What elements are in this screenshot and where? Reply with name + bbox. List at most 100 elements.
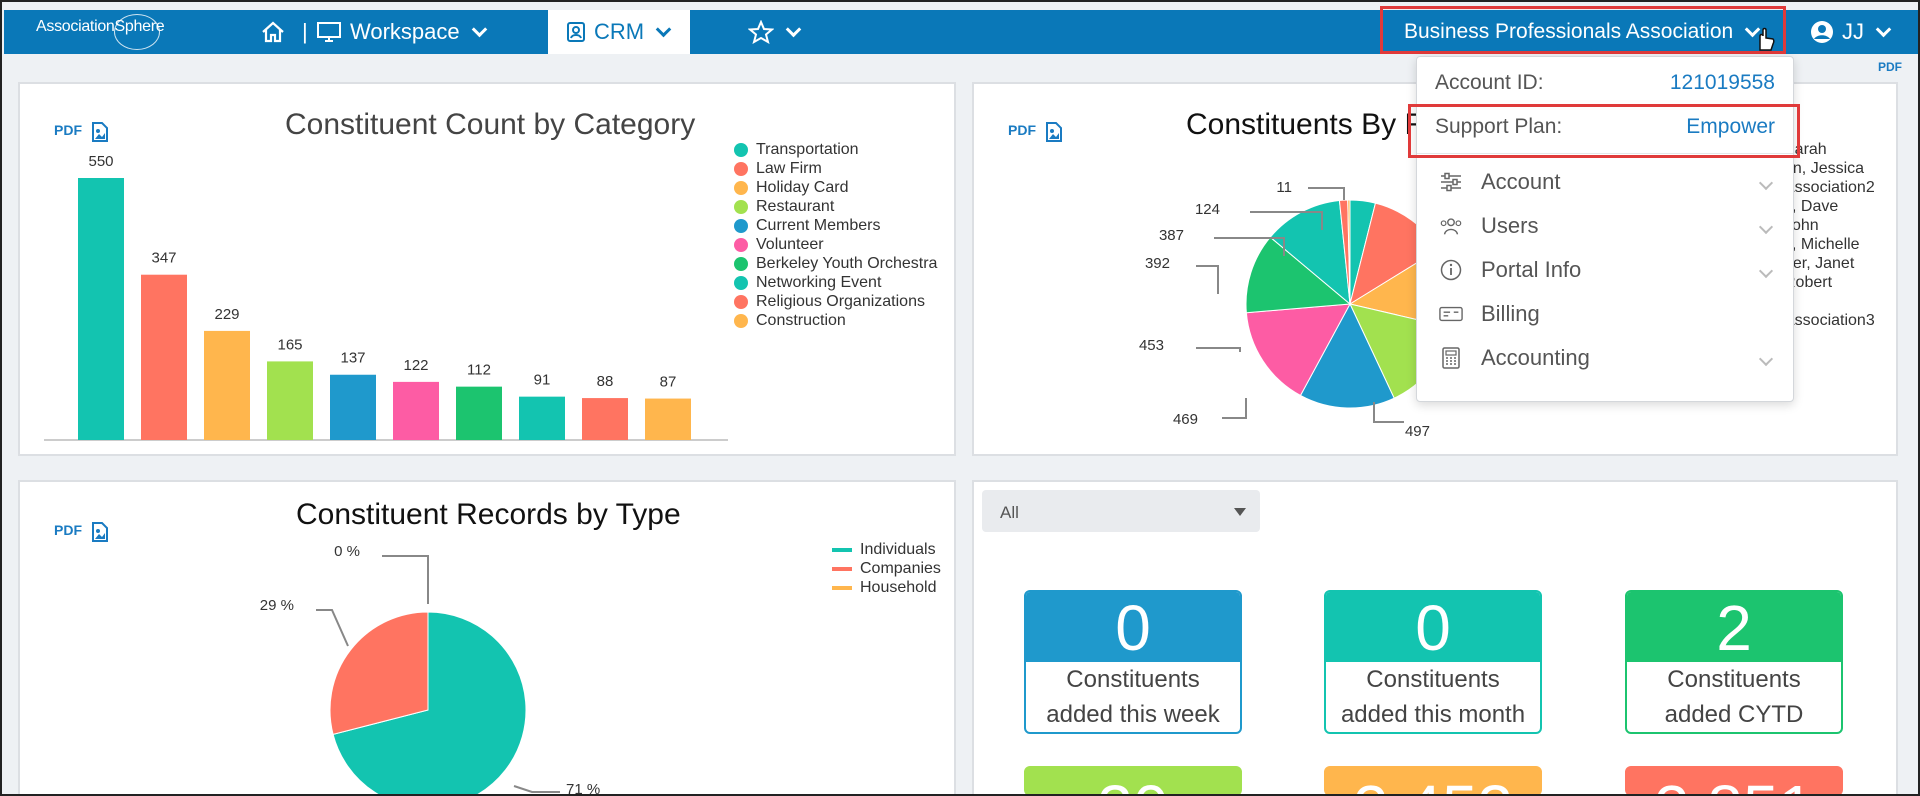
slice-value-label: 392 [1145,255,1170,272]
period-select[interactable]: All [982,490,1260,532]
legend-swatch [832,547,852,552]
legend-item[interactable]: Household [832,578,941,597]
legend-item[interactable]: Networking Event [734,273,937,292]
nav-separator: | [302,19,308,44]
stat-card[interactable]: 2,453 [1324,766,1542,794]
favorites-menu[interactable] [748,10,802,54]
chart-title: Constituent Count by Category [285,108,696,141]
legend-item[interactable]: Companies [832,559,941,578]
pie-slice[interactable] [1347,199,1351,305]
legend-label: on, Jessica [1784,160,1865,177]
association-selector[interactable]: Business Professionals Association [1404,10,1761,54]
pdf-export-icon[interactable]: PDF [54,522,82,538]
workspace-menu[interactable]: Workspace [316,10,487,54]
stat-label: added this week [1046,701,1220,728]
support-plan-value[interactable]: Empower [1686,115,1775,138]
legend-item[interactable]: on, Jessica [1784,159,1875,178]
legend-item[interactable]: Berkeley Youth Orchestra [734,254,937,273]
legend-item[interactable]: Construction [734,311,937,330]
association-name: Business Professionals Association [1404,20,1734,43]
legend-label: Current Members [756,216,881,234]
bar[interactable] [645,398,691,440]
bar[interactable] [267,361,313,440]
stat-card[interactable]: 0 Constituents added this month [1324,590,1542,734]
bar[interactable] [456,386,502,440]
legend-item[interactable]: s, Michelle [1784,235,1875,254]
pdf-export-icon[interactable]: PDF [1008,122,1036,138]
bar[interactable] [582,398,628,440]
menu-portal-info[interactable]: Portal Info [1439,257,1581,283]
menu-label: Account [1481,169,1561,194]
legend-item[interactable]: Association3 [1784,292,1875,330]
bar-value-label: 88 [597,373,614,390]
pie-slice[interactable] [1299,302,1395,409]
pdf-label: PDF [1878,60,1902,74]
chevron-down-icon[interactable] [1758,263,1774,279]
legend-item[interactable]: Robert [1784,273,1875,292]
bar-chart: 550 347 229 165 137 122 112 91 88 87 [44,153,728,441]
legend-swatch [734,294,748,309]
chevron-down-icon [655,21,672,37]
home-button[interactable]: | [260,10,308,54]
image-export-icon[interactable] [92,522,108,542]
chevron-down-icon[interactable] [1758,219,1774,235]
slice-value-label: 469 [1173,411,1198,428]
legend-item[interactable]: John [1784,216,1875,235]
pie-slice[interactable] [329,611,429,735]
leader-line [513,785,560,793]
legend-item[interactable]: Transportation [734,140,937,159]
legend-item[interactable]: Association2 [1784,178,1875,197]
bar[interactable] [141,274,187,440]
workspace-label: Workspace [350,19,460,44]
bar-value-label: 87 [660,374,677,391]
legend-item[interactable]: Sarah [1784,140,1875,159]
legend-item[interactable]: Volunteer [734,235,937,254]
bar[interactable] [204,330,250,440]
menu-label: Accounting [1481,345,1590,370]
stat-card[interactable]: 2 Constituents added CYTD [1625,590,1843,734]
tab-crm[interactable]: CRM [548,10,690,54]
menu-users[interactable]: Users [1439,213,1538,239]
legend-item[interactable]: Current Members [734,216,937,235]
slice-value-label: 453 [1139,337,1164,354]
pdf-export-icon[interactable]: PDF [54,122,82,138]
bar[interactable] [393,381,439,440]
leader-line [1222,398,1247,419]
chevron-down-icon[interactable] [1758,175,1774,191]
stat-card[interactable]: 0 Constituents added this week [1024,590,1242,734]
image-export-icon[interactable] [92,122,108,142]
legend-item[interactable]: s, Dave [1784,197,1875,216]
app-logo[interactable]: AssociationSphere [36,14,165,50]
bar[interactable] [330,374,376,440]
stat-value: 30 [1026,768,1240,794]
legend-label: Companies [860,559,941,577]
menu-accounting[interactable]: Accounting [1439,345,1590,371]
pie-slice[interactable] [1245,236,1352,314]
menu-billing[interactable]: Billing [1439,301,1540,327]
chevron-down-icon[interactable] [1758,351,1774,367]
legend-item[interactable]: ner, Janet [1784,254,1875,273]
legend-item[interactable]: Law Firm [734,159,937,178]
stat-label: added CYTD [1664,701,1804,728]
legend-swatch [734,161,748,176]
slice-percent-label: 71 % [566,781,600,796]
pie-slice[interactable] [332,611,527,796]
legend-item[interactable]: Religious Organizations [734,292,937,311]
leader-line [1250,211,1323,230]
bar[interactable] [519,396,565,440]
image-export-icon[interactable] [1046,122,1062,142]
pie-slice[interactable] [1245,303,1351,397]
leader-line [382,555,429,604]
bar[interactable] [78,178,124,440]
stat-card[interactable]: 2,851 [1625,766,1843,794]
legend-item[interactable]: Restaurant [734,197,937,216]
monitor-icon [317,22,341,42]
menu-account[interactable]: Account [1439,169,1561,195]
legend-item[interactable]: Holiday Card [734,178,937,197]
legend-label: Robert [1784,274,1833,291]
legend-item[interactable]: Individuals [832,540,941,559]
legend-label: Religious Organizations [756,292,925,310]
pdf-export-icon[interactable]: PDF [1878,58,1902,76]
user-menu[interactable]: JJ [1810,10,1892,54]
stat-card[interactable]: 30 [1024,766,1242,794]
